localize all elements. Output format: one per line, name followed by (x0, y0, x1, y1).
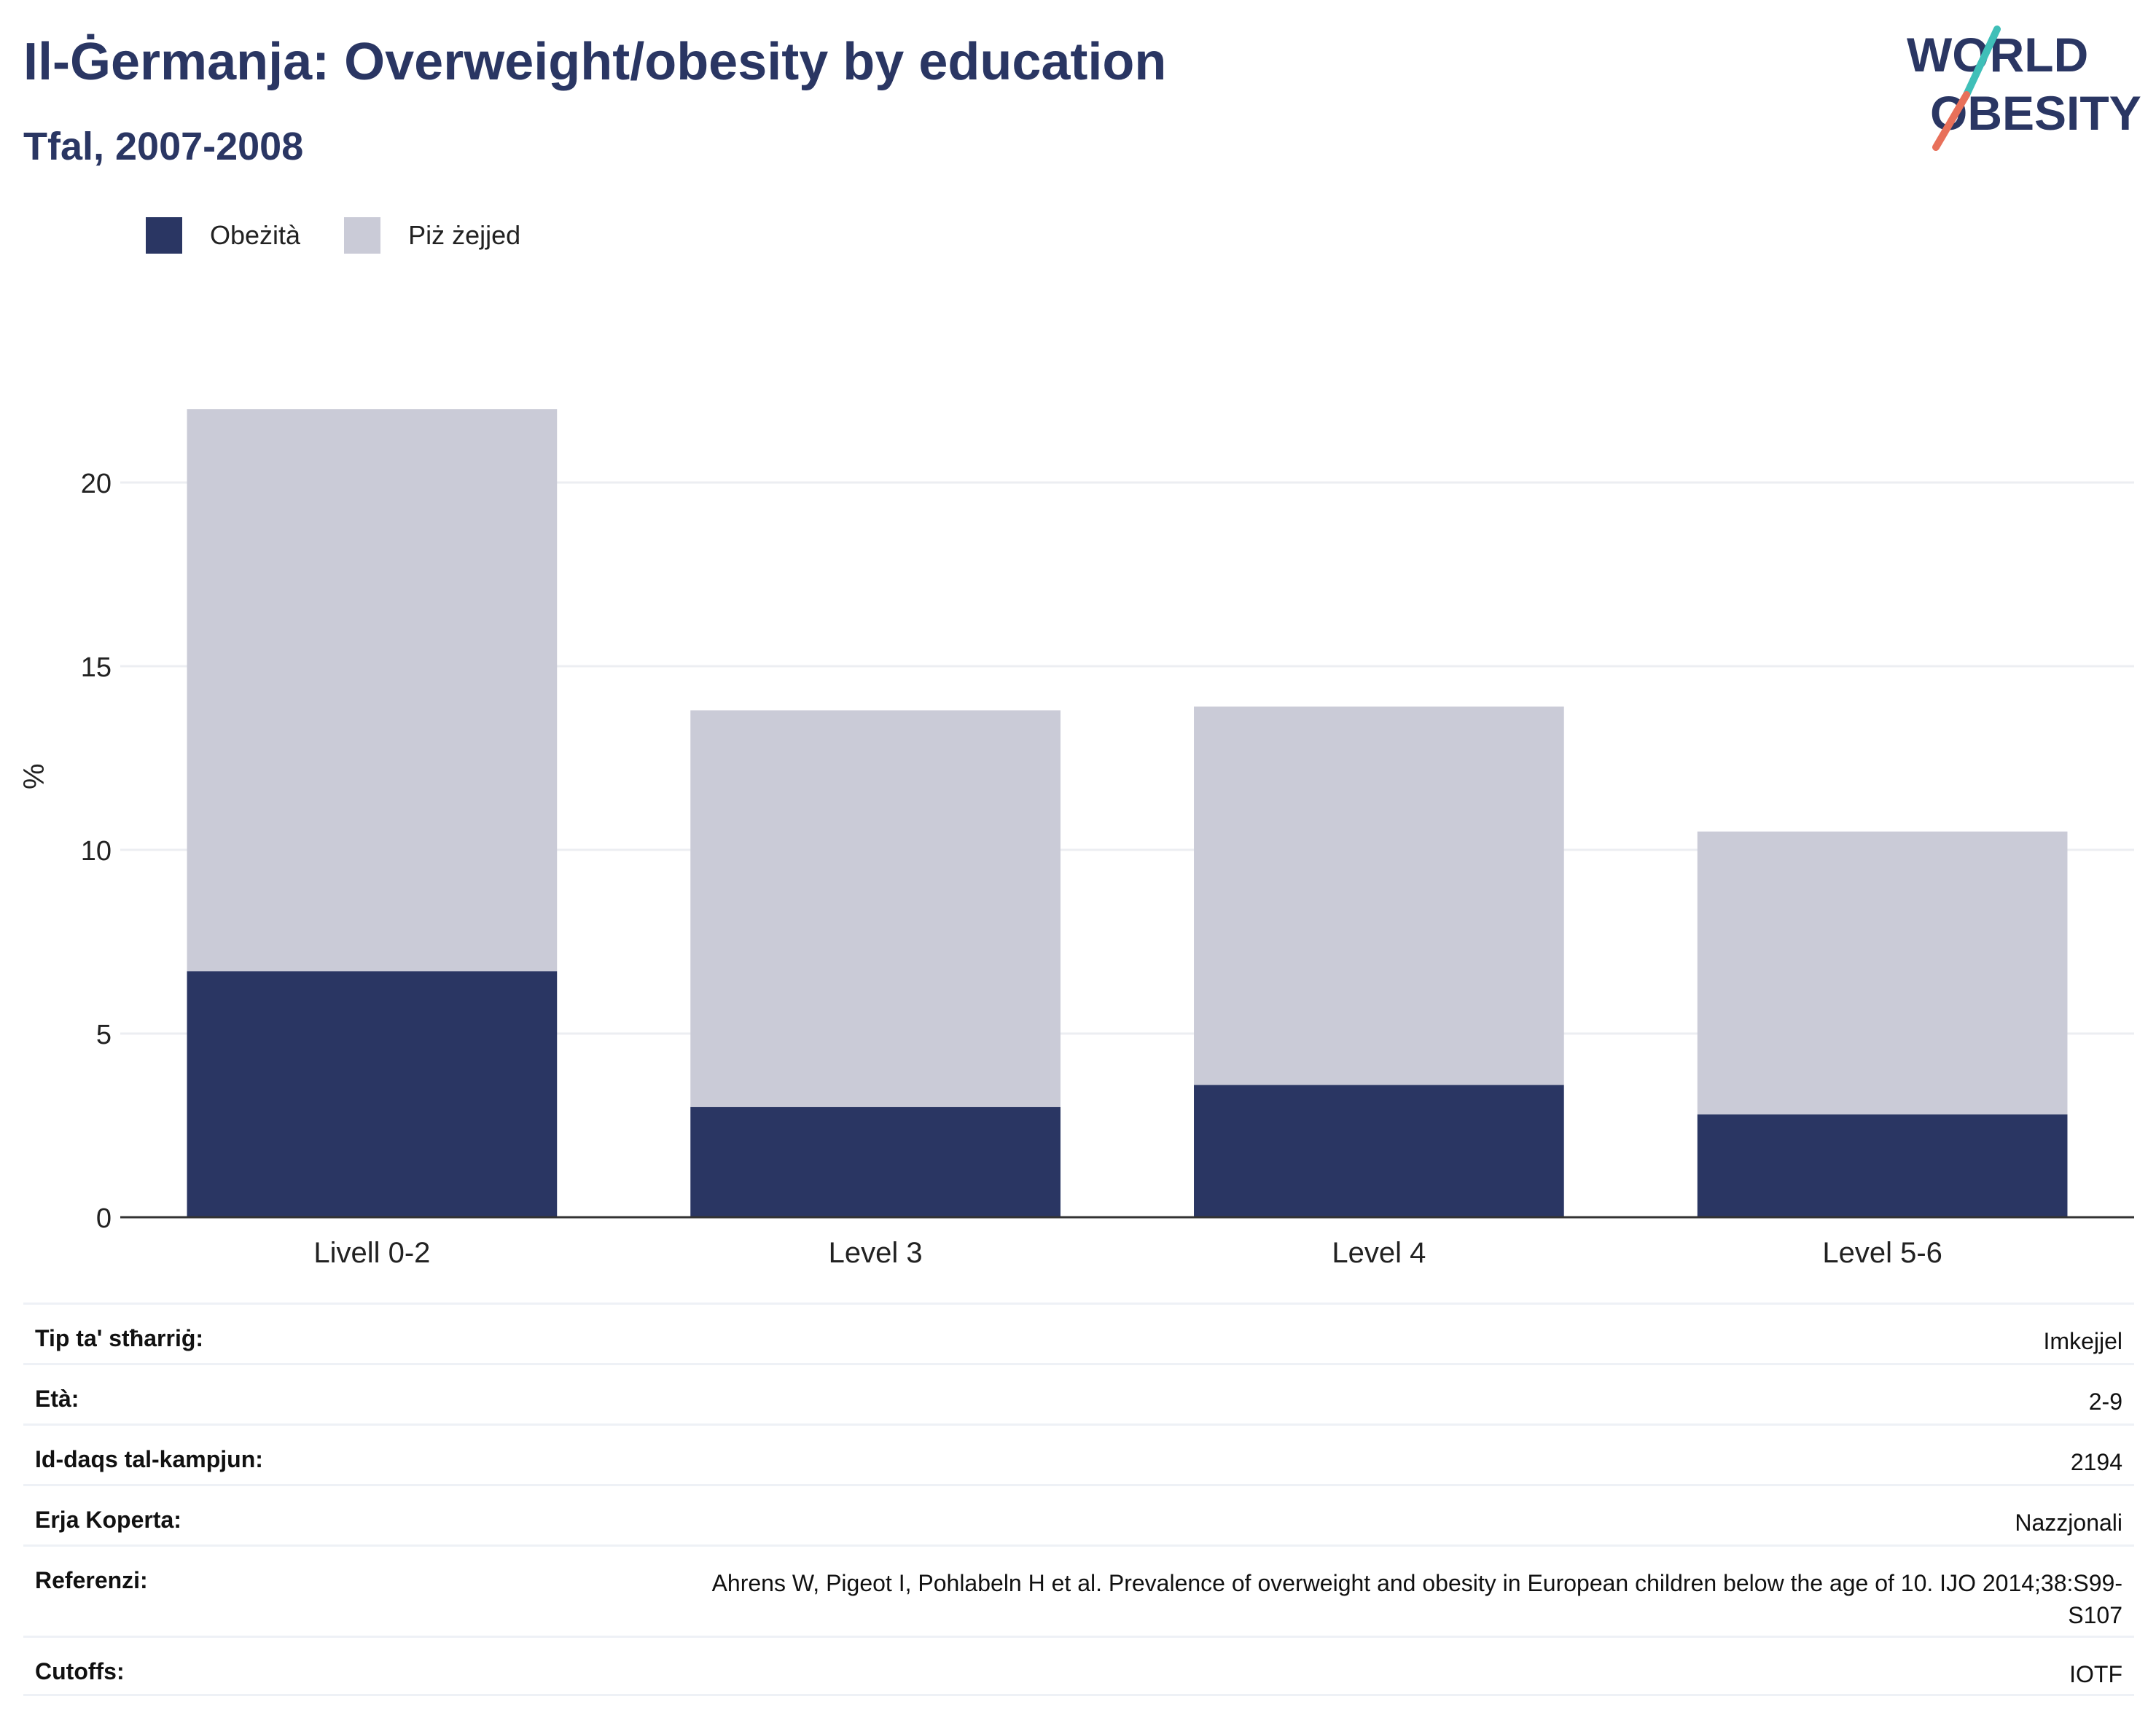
info-value: Nazzjonali (2015, 1510, 2122, 1536)
bar-overweight (690, 710, 1061, 1107)
legend-label-overweight: Piż żejjed (408, 220, 521, 250)
bar-obesity (1194, 1085, 1564, 1217)
legend-item-overweight[interactable]: Piż żejjed (344, 217, 520, 254)
bar-obesity (1697, 1114, 2068, 1217)
legend-label-obesity: Obeżità (210, 220, 301, 250)
info-row: Referenzi: Ahrens W, Pigeot I, Pohlabeln … (23, 1544, 2134, 1636)
logo-slash-teal (1963, 26, 2001, 98)
info-value: Ahrens W, Pigeot I, Pohlabeln H et al. P… (711, 1570, 2122, 1628)
bars (187, 409, 2068, 1217)
y-tick-label: 20 (81, 469, 112, 499)
info-row: Id-daqs tal-kampjun: 2194 (23, 1423, 2134, 1484)
x-tick-label: Level 4 (1332, 1237, 1426, 1269)
x-tick-label: Level 3 (829, 1237, 923, 1269)
chart-legend: Obeżità Piż żejjed (146, 217, 564, 254)
y-tick-label: 5 (96, 1020, 112, 1050)
survey-info-table: Tip ta' stħarriġ: Imkejjel Età: 2-9 Id-daqs … (23, 1303, 2134, 1696)
info-label: Erja Koperta: (35, 1507, 181, 1533)
info-value: Imkejjel (2043, 1328, 2122, 1354)
info-value: 2-9 (2088, 1389, 2122, 1415)
info-label: Tip ta' stħarriġ: (35, 1325, 204, 1351)
bar-obesity (690, 1106, 1061, 1217)
info-value: IOTF (2069, 1661, 2122, 1687)
info-label: Età: (35, 1386, 79, 1412)
info-row: Erja Koperta: Nazzjonali (23, 1484, 2134, 1544)
y-tick-label: 0 (96, 1203, 112, 1234)
y-tick-labels: 0 5 10 15 20 (81, 469, 112, 1234)
info-label: Cutoffs: (35, 1658, 125, 1684)
legend-swatch-obesity (146, 217, 182, 254)
info-row: Età: 2-9 (23, 1363, 2134, 1423)
x-tick-label: Livell 0-2 (313, 1237, 430, 1269)
bar-overweight (1697, 831, 2068, 1114)
legend-swatch-overweight (344, 217, 381, 254)
x-tick-labels: Livell 0-2 Level 3 Level 4 Level 5-6 (313, 1237, 1942, 1269)
info-row: Cutoffs: IOTF (23, 1636, 2134, 1696)
stacked-bar-chart: 0 5 10 15 20 Livell 0-2 Level 3 Level 4 Level 5… (18, 409, 2134, 1269)
x-tick-label: Level 5-6 (1822, 1237, 1942, 1269)
info-label: Id-daqs tal-kampjun: (35, 1446, 263, 1472)
legend-item-obesity[interactable]: Obeżità (146, 217, 300, 254)
bar-overweight (187, 409, 558, 972)
bar-obesity (187, 971, 558, 1217)
y-tick-label: 15 (81, 652, 112, 683)
info-row: Tip ta' stħarriġ: Imkejjel (23, 1303, 2134, 1363)
info-label: Referenzi: (35, 1567, 148, 1593)
page-subtitle: Tfal, 2007-2008 (23, 125, 304, 168)
logo-slash-coral (1932, 91, 1970, 151)
y-tick-label: 10 (81, 836, 112, 867)
bar-overweight (1194, 706, 1564, 1085)
world-obesity-logo: WORLD OBESITY (1907, 26, 2141, 151)
info-value: 2194 (2070, 1449, 2122, 1475)
y-axis-label: % (18, 763, 50, 789)
page-title: Il-Ġermanja: Overweight/obesity by educa… (23, 33, 1167, 91)
